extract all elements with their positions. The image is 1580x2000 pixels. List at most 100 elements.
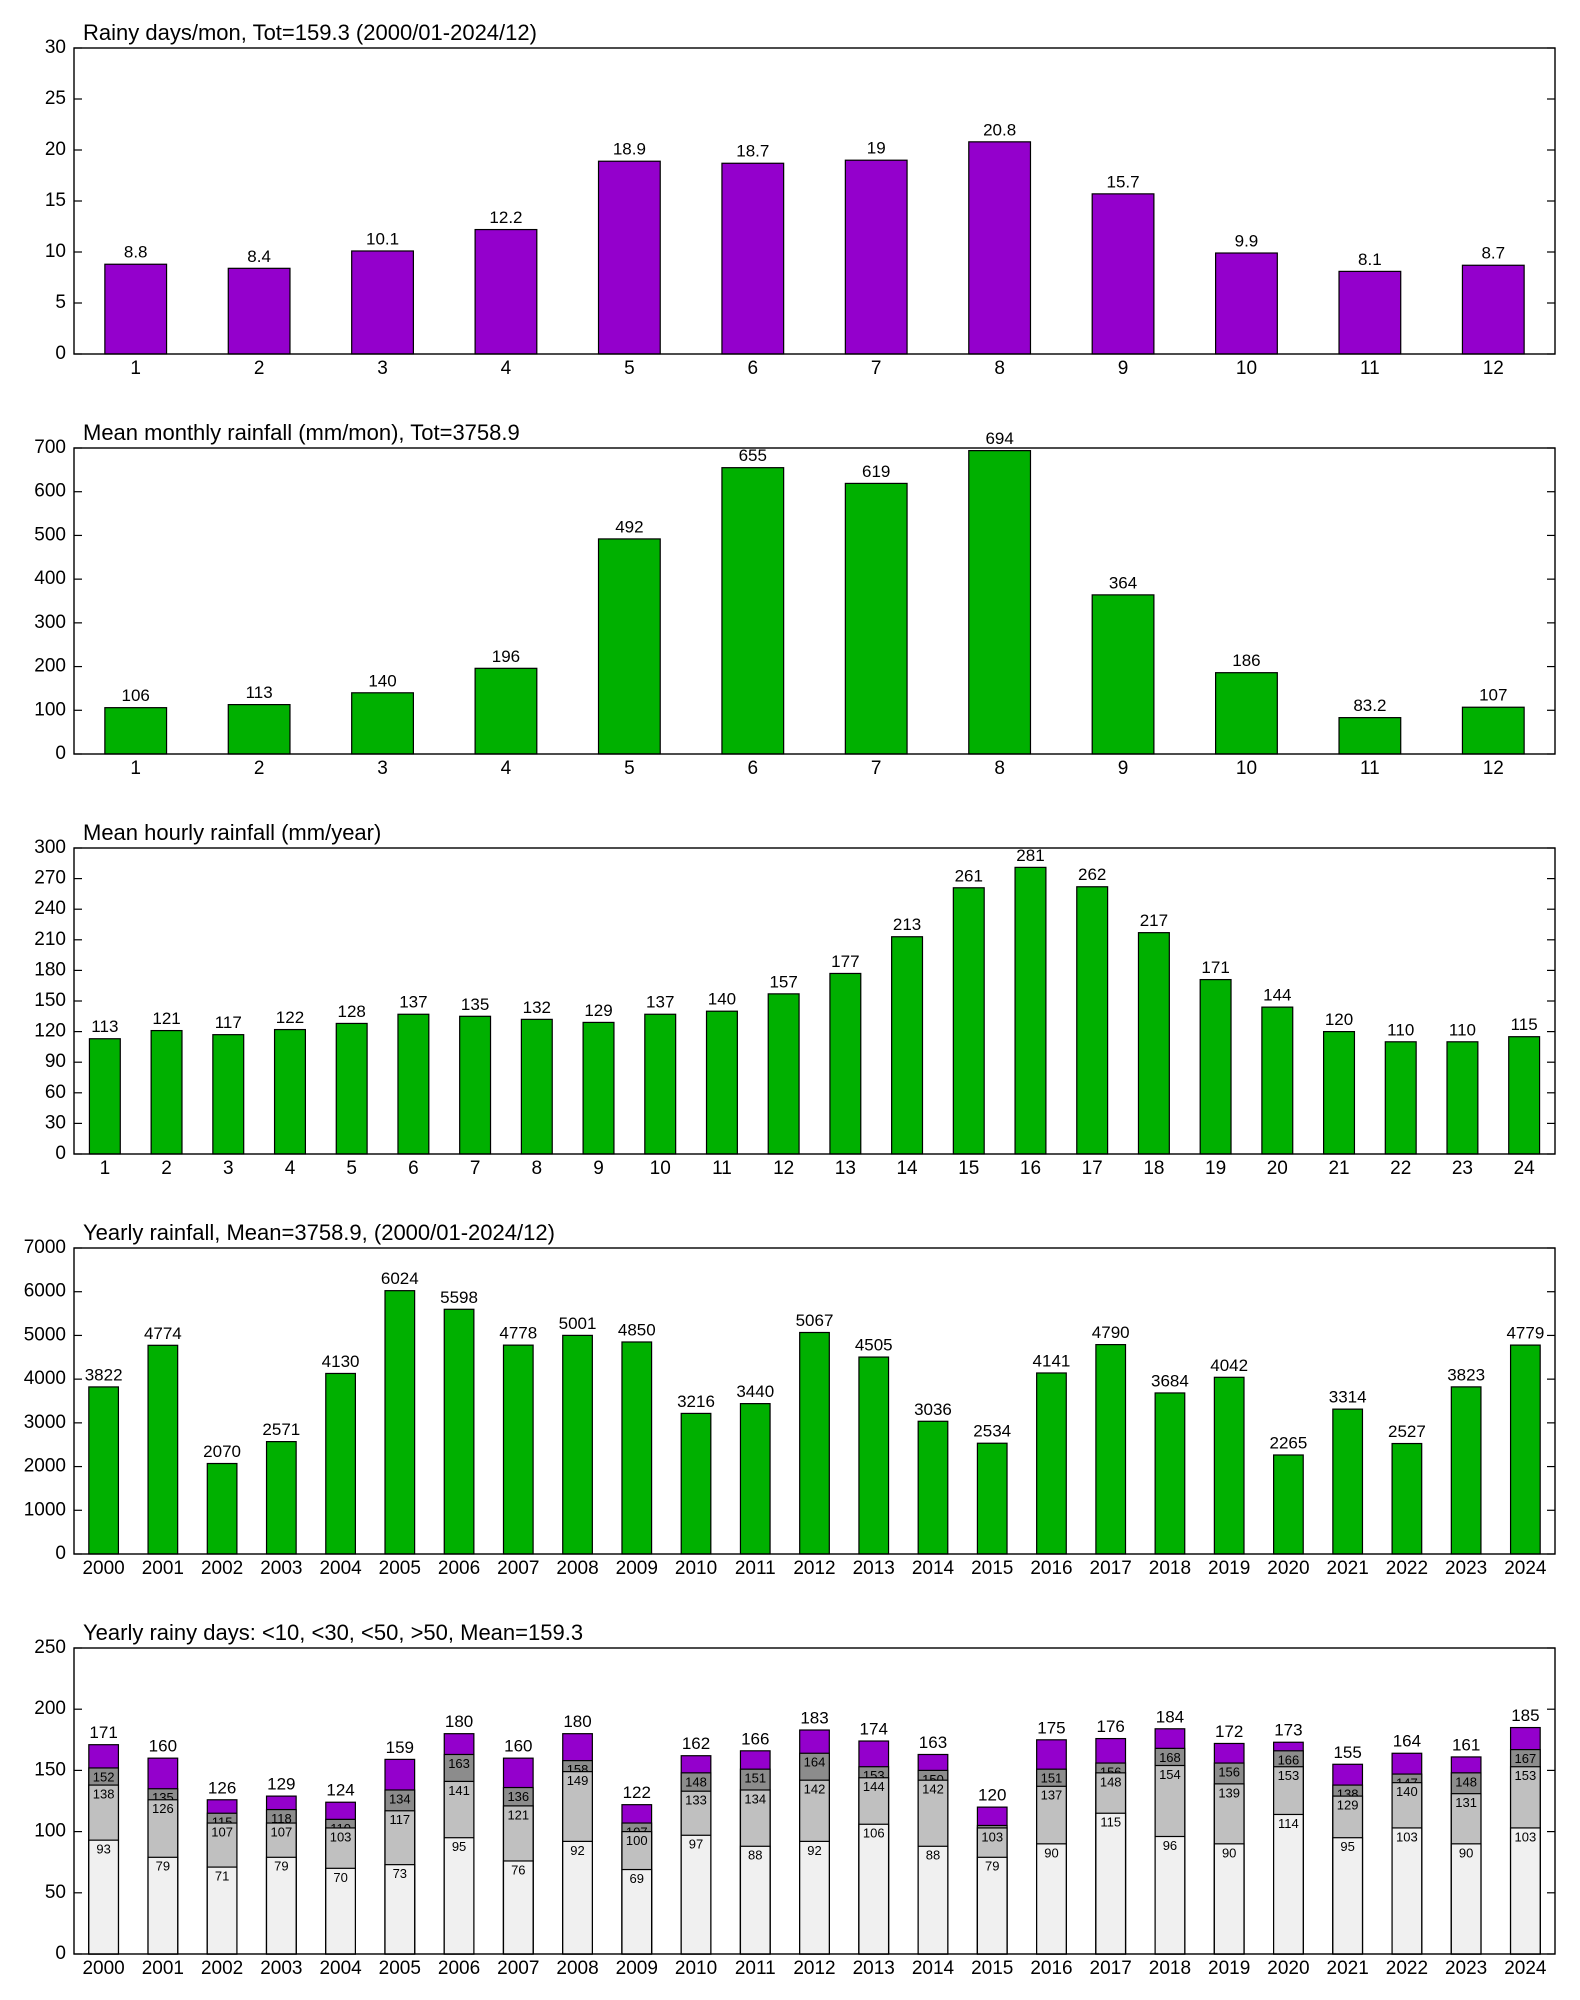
value-label: 120 <box>978 1786 1006 1805</box>
value-label: 106 <box>122 686 150 705</box>
value-label: 12.2 <box>489 208 522 227</box>
value-label: 113 <box>91 1017 118 1036</box>
x-tick-label: 2005 <box>379 1958 421 1979</box>
x-tick-label: 3 <box>377 358 388 379</box>
x-tick-label: 2002 <box>201 1558 243 1579</box>
value-label: 655 <box>739 446 767 465</box>
bar <box>1095 1344 1127 1555</box>
y-tick-label: 240 <box>34 898 66 919</box>
plot-frame <box>73 847 1556 1155</box>
bar <box>1450 1843 1482 1955</box>
x-tick-label: 2024 <box>1504 1558 1547 1579</box>
value-label: 4042 <box>1210 1356 1248 1375</box>
bar <box>705 1010 738 1155</box>
value-label: 180 <box>563 1712 591 1731</box>
value-label: 619 <box>862 462 890 481</box>
value-label: 95 <box>1340 1839 1354 1854</box>
bar <box>206 1866 238 1955</box>
value-label: 117 <box>389 1812 410 1827</box>
x-tick-label: 5 <box>346 1158 357 1179</box>
y-tick-label: 1000 <box>24 1499 66 1520</box>
bar <box>680 1834 712 1955</box>
value-label: 121 <box>152 1009 180 1028</box>
y-tick-label: 0 <box>55 743 66 764</box>
chart: Mean monthly rainfall (mm/mon), Tot=3758… <box>34 420 1556 779</box>
bar <box>1154 1392 1186 1555</box>
y-tick-label: 400 <box>34 568 66 589</box>
bar <box>88 1839 120 1955</box>
y-tick-label: 7000 <box>24 1237 66 1258</box>
x-tick-label: 8 <box>994 758 1005 779</box>
value-label: 140 <box>368 671 396 690</box>
bar <box>325 1372 356 1555</box>
value-label: 8.1 <box>1358 250 1382 269</box>
bar <box>474 228 538 355</box>
value-label: 9.9 <box>1235 232 1259 251</box>
value-label: 4778 <box>499 1324 537 1343</box>
bar <box>597 538 661 755</box>
chart-title: Rainy days/mon, Tot=159.3 (2000/01-2024/… <box>83 20 537 45</box>
chart: Yearly rainy days: <10, <30, <50, >50, M… <box>34 1620 1556 1979</box>
chart: Rainy days/mon, Tot=159.3 (2000/01-2024/… <box>45 20 1556 379</box>
y-tick-label: 5 <box>55 292 66 313</box>
value-label: 79 <box>274 1859 288 1874</box>
x-tick-label: 2002 <box>201 1958 243 1979</box>
value-label: 172 <box>1215 1722 1243 1741</box>
value-label: 6024 <box>381 1269 419 1288</box>
bar <box>384 1290 416 1555</box>
value-label: 117 <box>215 1013 242 1032</box>
bar <box>1095 1812 1127 1955</box>
value-label: 164 <box>804 1755 826 1770</box>
chart: Yearly rainfall, Mean=3758.9, (2000/01-2… <box>24 1220 1556 1579</box>
value-label: 132 <box>523 998 551 1017</box>
value-label: 69 <box>630 1871 644 1886</box>
value-label: 151 <box>1041 1771 1063 1786</box>
chart: Mean hourly rainfall (mm/year)0306090120… <box>34 820 1556 1179</box>
y-tick-label: 60 <box>45 1082 66 1103</box>
value-label: 4774 <box>144 1324 182 1343</box>
value-label: 157 <box>769 972 797 991</box>
x-tick-label: 12 <box>1483 358 1504 379</box>
bar <box>829 972 862 1155</box>
value-label: 162 <box>682 1734 710 1753</box>
y-tick-label: 30 <box>45 1112 66 1133</box>
bar <box>520 1018 553 1155</box>
value-label: 100 <box>626 1833 648 1848</box>
bar <box>1509 1344 1541 1555</box>
x-tick-label: 2001 <box>142 1558 184 1579</box>
y-tick-label: 2000 <box>24 1456 66 1477</box>
value-label: 184 <box>1156 1707 1184 1726</box>
bar <box>227 267 291 355</box>
value-label: 107 <box>270 1824 292 1839</box>
bar <box>1391 1442 1423 1555</box>
bar <box>1215 252 1278 355</box>
x-tick-label: 6 <box>408 1158 419 1179</box>
x-tick-label: 6 <box>748 758 759 779</box>
x-tick-label: 2014 <box>912 1958 955 1979</box>
value-label: 121 <box>507 1807 529 1822</box>
value-label: 95 <box>452 1839 466 1854</box>
value-label: 90 <box>1222 1845 1236 1860</box>
value-label: 70 <box>333 1870 347 1885</box>
y-tick-label: 0 <box>55 1143 66 1164</box>
value-label: 3684 <box>1151 1371 1189 1390</box>
y-tick-label: 210 <box>34 929 66 950</box>
value-label: 141 <box>448 1783 470 1798</box>
value-label: 92 <box>570 1843 584 1858</box>
x-tick-label: 2011 <box>735 1958 776 1979</box>
value-label: 148 <box>1100 1774 1122 1789</box>
value-label: 73 <box>393 1866 407 1881</box>
value-label: 97 <box>689 1837 703 1852</box>
value-label: 122 <box>623 1783 651 1802</box>
value-label: 79 <box>156 1859 170 1874</box>
bar <box>443 1837 475 1955</box>
bar <box>1213 1843 1245 1955</box>
x-tick-label: 4 <box>501 758 512 779</box>
value-label: 90 <box>1044 1845 1058 1860</box>
bar <box>1273 1454 1304 1555</box>
bar <box>150 1029 183 1155</box>
x-tick-label: 2016 <box>1030 1558 1072 1579</box>
bar <box>1036 1843 1067 1955</box>
y-tick-label: 30 <box>45 37 66 58</box>
y-tick-label: 50 <box>45 1882 66 1903</box>
